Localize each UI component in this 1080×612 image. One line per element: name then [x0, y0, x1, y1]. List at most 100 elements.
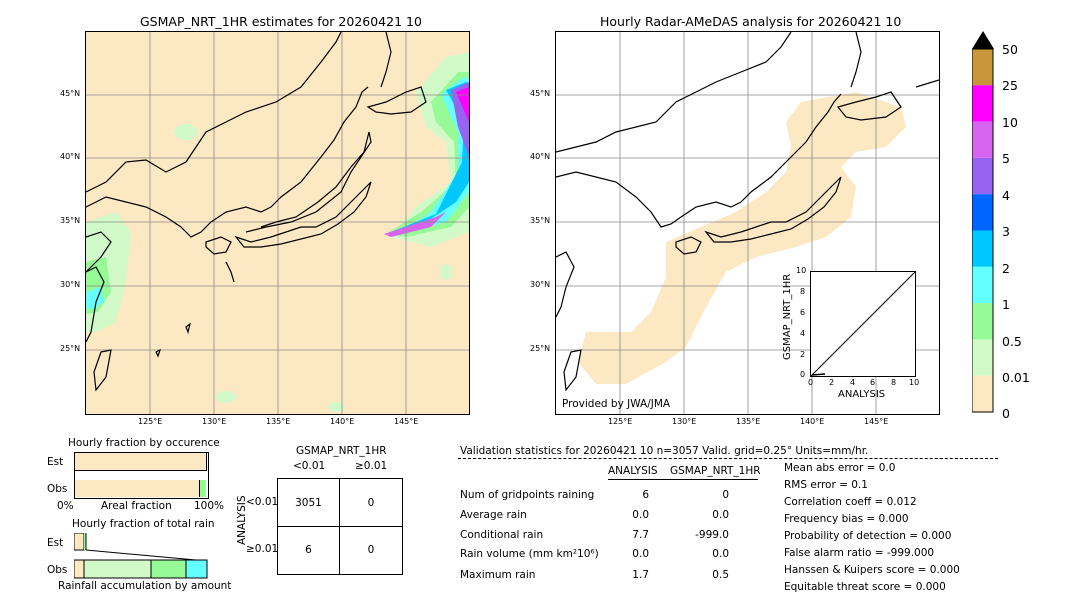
total-rain-graphics: [74, 533, 208, 579]
scatter-xtick: 2: [829, 378, 835, 387]
colorbar-label: 0.5: [1002, 334, 1022, 349]
validation-row-analysis: 0.0: [632, 509, 649, 521]
total-rain-footer: Rainfall accumulation by amount: [58, 580, 232, 592]
validation-col-gsmap: GSMAP_NRT_1HR: [670, 465, 761, 477]
map2-lat-label: 25°N: [530, 344, 551, 353]
map2-lat-label: 45°N: [530, 89, 551, 98]
contingency-table: 3051 0 6 0: [277, 478, 403, 575]
validation-row-gsmap: 0.5: [712, 569, 729, 581]
colorbar-swatch: [972, 49, 993, 86]
colorbar-label: 3: [1002, 224, 1010, 239]
diagonal-line: [811, 272, 915, 376]
validation-row-gsmap: 0.0: [712, 548, 729, 560]
score-line: Mean abs error = 0.0: [784, 462, 896, 474]
occurrence-obs-bar: [75, 480, 200, 497]
occurrence-obs-label: Obs: [47, 483, 68, 495]
colorbar-swatches: [972, 49, 993, 412]
map2-lat-label: 30°N: [530, 280, 551, 289]
gsmap-map: [85, 31, 470, 415]
colorbar-label: 2: [1002, 261, 1010, 276]
colorbar-swatch: [972, 85, 993, 122]
colorbar-label: 4: [1002, 188, 1010, 203]
map1-lon-label: 145°E: [394, 417, 419, 426]
score-line: Correlation coeff = 0.012: [784, 496, 917, 508]
score-line: False alarm ratio = -999.000: [784, 547, 935, 559]
score-line: Equitable threat score = 0.000: [784, 581, 946, 593]
validation-row-analysis: 7.7: [632, 529, 649, 541]
occurrence-bars: [74, 452, 209, 499]
validation-row-label: Average rain: [460, 509, 527, 521]
map1-lat-label: 45°N: [60, 89, 81, 98]
map2-lat-label: 40°N: [530, 152, 551, 161]
validation-row-gsmap: -999.0: [695, 529, 729, 541]
occurrence-est-bar: [75, 453, 207, 471]
contingency-col-ge: ≥0.01: [355, 460, 388, 472]
occurrence-est-label: Est: [47, 456, 64, 468]
validation-row-analysis: 6: [642, 489, 649, 501]
colorbar-extend-arrow: [972, 31, 994, 49]
contingency-title: GSMAP_NRT_1HR: [296, 445, 387, 457]
occurrence-axis-left: 0%: [57, 500, 74, 512]
validation-col-rule: [608, 479, 758, 480]
map2-lon-label: 125°E: [608, 417, 633, 426]
total-rain-bars: [74, 533, 208, 579]
radar-coverage-area: [578, 92, 906, 384]
scatter-xtick: 8: [891, 378, 897, 387]
validation-row-label: Conditional rain: [460, 529, 544, 541]
scatter-xtick: 0: [808, 378, 814, 387]
contingency-cell: 0: [367, 497, 375, 509]
colorbar-label: 10: [1002, 115, 1018, 130]
occurrence-title: Hourly fraction by occurence: [68, 437, 220, 449]
score-line: RMS error = 0.1: [784, 479, 868, 491]
scatter-inset: GSMAP_NRT_1HR ANALYSIS 10 8 6 4 2 0 0 2 …: [780, 265, 920, 405]
scatter-points: [811, 373, 826, 376]
contingency-cell: 6: [305, 544, 312, 556]
validation-row-analysis: 1.7: [632, 569, 649, 581]
colorbar-label: 5: [1002, 151, 1010, 166]
validation-row-label: Rain volume (mm km²10⁶): [460, 548, 599, 560]
colorbar-swatch: [972, 303, 993, 340]
map1-lat-label: 30°N: [60, 280, 81, 289]
map1-lon-label: 140°E: [330, 417, 355, 426]
validation-row-gsmap: 0: [722, 489, 729, 501]
gsmap-gridlines: [86, 32, 469, 414]
validation-row-analysis: 0.0: [632, 548, 649, 560]
validation-divider: [458, 458, 998, 459]
map2-lon-label: 145°E: [864, 417, 889, 426]
scatter-xtick: 6: [870, 378, 876, 387]
contingency-row-ge: ≥0.01: [246, 543, 279, 555]
scatter-xtick: 10: [909, 378, 920, 387]
map2-lon-label: 130°E: [672, 417, 697, 426]
colorbar-swatch: [972, 266, 993, 304]
scatter-ytick: 0: [800, 370, 806, 379]
contingency-col-lt: <0.01: [293, 460, 326, 472]
validation-row-label: Num of gridpoints raining: [460, 489, 595, 501]
validation-row-gsmap: 0.0: [712, 509, 729, 521]
radar-credit: Provided by JWA/JMA: [562, 398, 671, 410]
colorbar-label: 1: [1002, 297, 1010, 312]
scatter-ytick: 4: [800, 329, 806, 338]
validation-header: Validation statistics for 20260421 10 n=…: [460, 445, 869, 457]
scatter-graphics: [811, 272, 915, 376]
contingency-row-lt: <0.01: [246, 496, 279, 508]
map2-lon-label: 135°E: [736, 417, 761, 426]
map2-lon-label: 140°E: [800, 417, 825, 426]
validation-row-label: Maximum rain: [460, 569, 536, 581]
scatter-ytick: 6: [800, 308, 806, 317]
total-rain-title: Hourly fraction of total rain: [72, 518, 215, 530]
score-line: Frequency bias = 0.000: [784, 513, 909, 525]
colorbar-swatch: [972, 339, 993, 376]
contingency-cell: 3051: [295, 497, 322, 509]
scatter-xtick: 4: [850, 378, 856, 387]
colorbar-swatch: [972, 121, 993, 158]
colorbar-swatch: [972, 230, 993, 267]
score-line: Hanssen & Kuipers score = 0.000: [784, 564, 960, 576]
total-rain-est-label: Est: [47, 537, 64, 549]
radar-coastline: [556, 32, 939, 392]
scatter-xlabel: ANALYSIS: [838, 389, 886, 400]
scatter-ylabel: GSMAP_NRT_1HR: [782, 273, 793, 360]
map2-title: Hourly Radar-AMeDAS analysis for 2026042…: [600, 14, 902, 29]
colorbar-frame: [972, 48, 994, 413]
score-line: Probability of detection = 0.000: [784, 530, 952, 542]
validation-col-analysis: ANALYSIS: [608, 465, 658, 477]
